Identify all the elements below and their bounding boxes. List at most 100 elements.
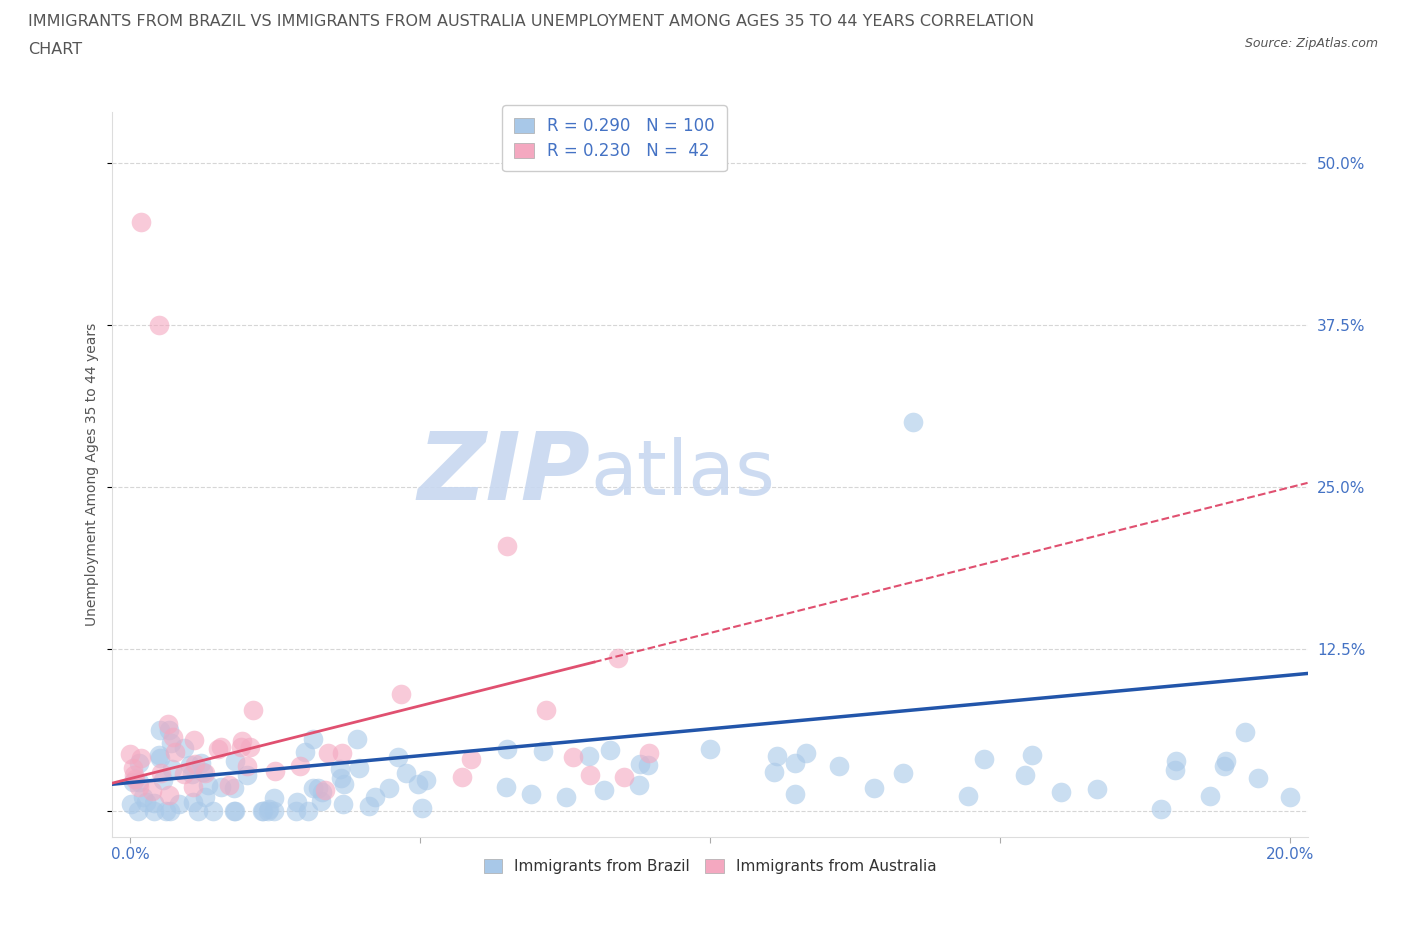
Point — [173, 740, 195, 755]
Text: atlas: atlas — [591, 437, 775, 512]
Point — [149, 751, 172, 766]
Point — [302, 780, 325, 795]
Point — [330, 746, 353, 761]
Point — [699, 742, 721, 757]
Point — [628, 757, 651, 772]
Point — [148, 748, 170, 763]
Point — [128, 779, 150, 794]
Point — [122, 775, 145, 790]
Point — [333, 776, 356, 790]
Point — [128, 775, 150, 790]
Point — [763, 764, 786, 779]
Text: IMMIGRANTS FROM BRAZIL VS IMMIGRANTS FROM AUSTRALIA UNEMPLOYMENT AMONG AGES 35 T: IMMIGRANTS FROM BRAZIL VS IMMIGRANTS FRO… — [28, 14, 1035, 29]
Point — [1049, 784, 1071, 799]
Point — [149, 765, 172, 780]
Point — [190, 756, 212, 771]
Point — [637, 745, 659, 760]
Point — [187, 804, 209, 818]
Point — [194, 790, 217, 804]
Point — [121, 761, 143, 776]
Point — [285, 794, 308, 809]
Point — [1233, 724, 1256, 739]
Point — [578, 749, 600, 764]
Point — [263, 790, 285, 805]
Point — [156, 717, 179, 732]
Point — [122, 768, 145, 783]
Point — [184, 756, 207, 771]
Point — [411, 801, 433, 816]
Point — [628, 777, 651, 792]
Text: CHART: CHART — [28, 42, 82, 57]
Point — [332, 796, 354, 811]
Point — [252, 804, 274, 818]
Y-axis label: Unemployment Among Ages 35 to 44 years: Unemployment Among Ages 35 to 44 years — [84, 323, 98, 626]
Point — [160, 736, 183, 751]
Point — [197, 777, 219, 792]
Point — [143, 796, 166, 811]
Point — [1215, 753, 1237, 768]
Point — [294, 745, 316, 760]
Point — [863, 780, 886, 795]
Point — [309, 793, 332, 808]
Point — [364, 790, 387, 804]
Point — [599, 743, 621, 758]
Point — [224, 754, 246, 769]
Point — [555, 790, 578, 804]
Point — [1279, 790, 1302, 804]
Point — [329, 770, 352, 785]
Point — [346, 732, 368, 747]
Point — [173, 766, 195, 781]
Point — [378, 781, 401, 796]
Point — [120, 796, 142, 811]
Point — [159, 804, 181, 818]
Point — [495, 779, 517, 794]
Point — [794, 746, 817, 761]
Point — [593, 783, 616, 798]
Point — [224, 804, 246, 818]
Point — [152, 773, 174, 788]
Point — [129, 751, 152, 765]
Point — [236, 767, 259, 782]
Point — [1150, 802, 1173, 817]
Point — [141, 783, 163, 798]
Point — [534, 702, 557, 717]
Point — [495, 741, 517, 756]
Point — [765, 749, 787, 764]
Point — [288, 759, 311, 774]
Point — [406, 777, 429, 791]
Point — [460, 751, 482, 766]
Point — [395, 765, 418, 780]
Point — [783, 755, 806, 770]
Point — [785, 786, 807, 801]
Point — [131, 214, 153, 229]
Point — [163, 745, 186, 760]
Point — [179, 758, 201, 773]
Point — [1213, 759, 1236, 774]
Point — [193, 764, 215, 779]
Text: ZIP: ZIP — [418, 429, 591, 520]
Point — [157, 787, 180, 802]
Point — [149, 723, 172, 737]
Point — [209, 779, 232, 794]
Point — [181, 779, 204, 794]
Point — [201, 804, 224, 818]
Point — [239, 739, 262, 754]
Point — [389, 686, 412, 701]
Point — [301, 732, 323, 747]
Point — [387, 750, 409, 764]
Point — [531, 744, 554, 759]
Legend: Immigrants from Brazil, Immigrants from Australia: Immigrants from Brazil, Immigrants from … — [478, 853, 942, 880]
Point — [284, 804, 307, 818]
Point — [1085, 782, 1108, 797]
Point — [314, 782, 336, 797]
Point — [209, 739, 232, 754]
Point — [207, 742, 229, 757]
Point — [359, 798, 381, 813]
Point — [235, 759, 257, 774]
Point — [901, 415, 924, 430]
Point — [828, 759, 851, 774]
Point — [973, 751, 995, 766]
Point — [956, 789, 979, 804]
Point — [231, 734, 253, 749]
Point — [347, 760, 370, 775]
